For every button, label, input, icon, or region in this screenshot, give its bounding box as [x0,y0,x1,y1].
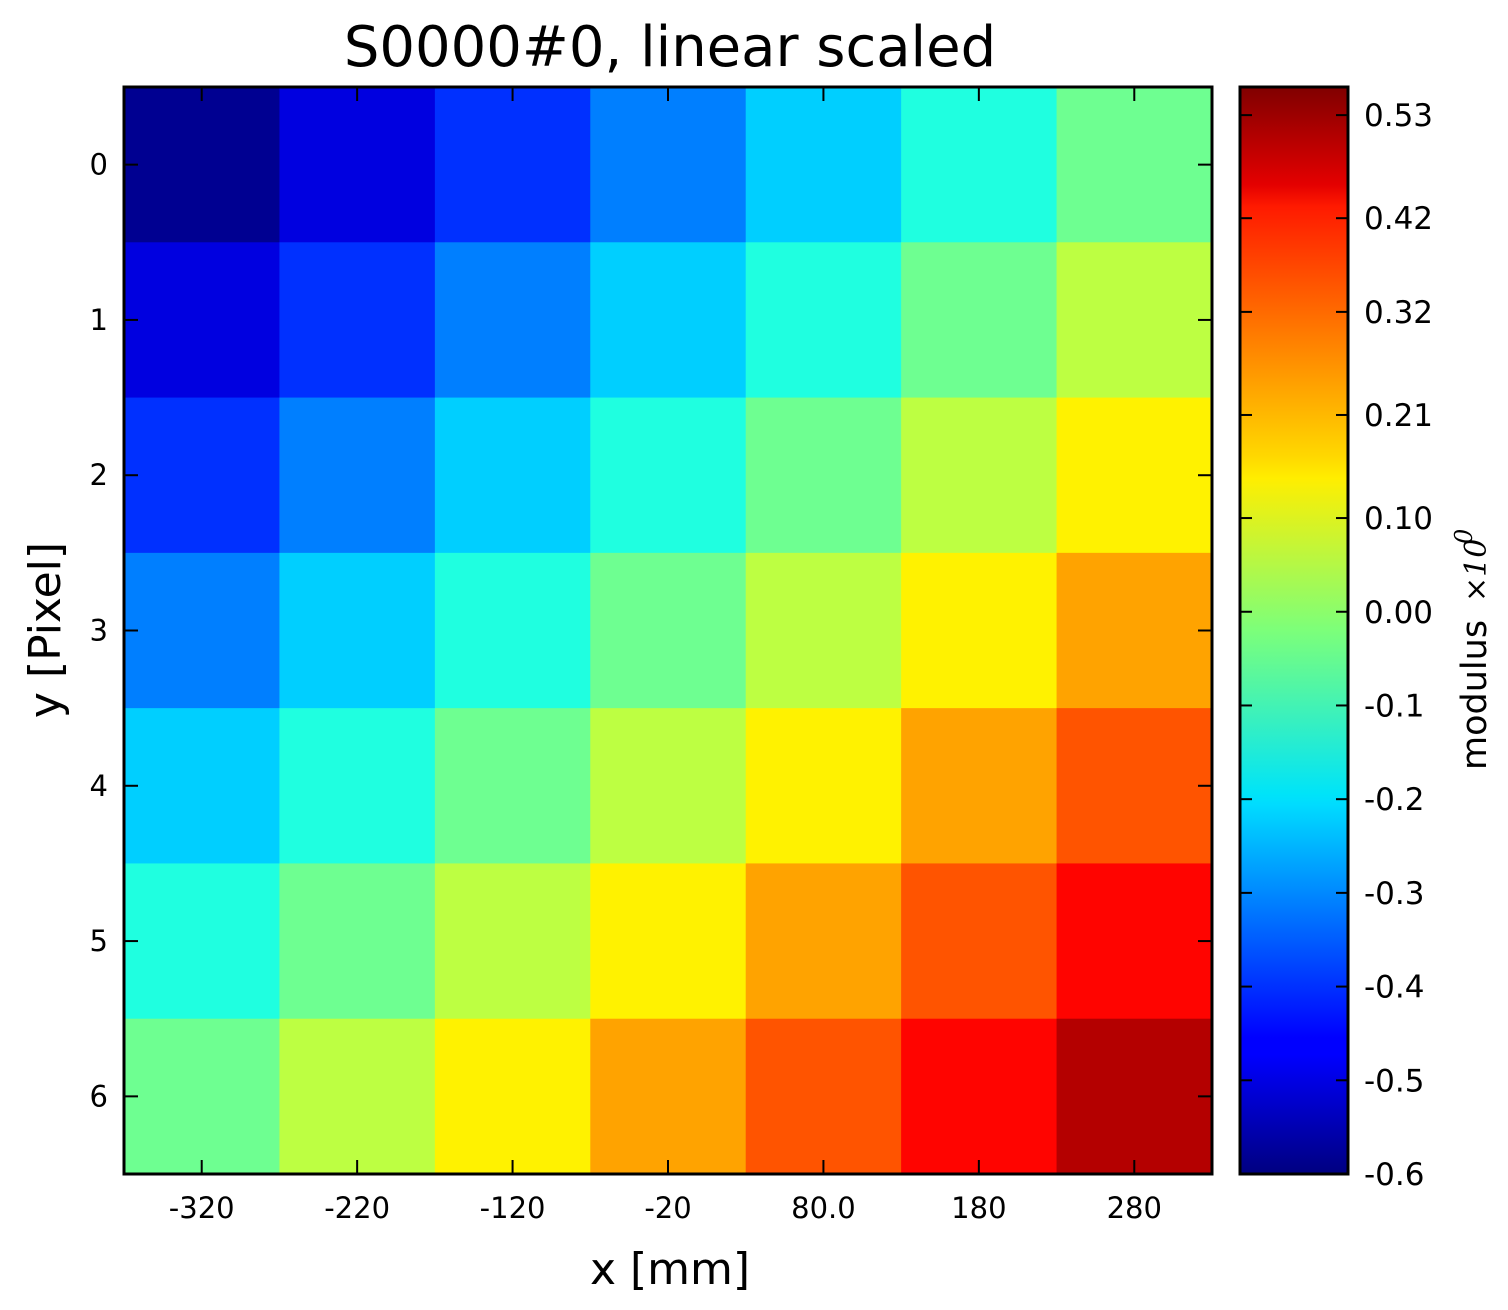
heatmap-cell-r1-c1 [279,242,436,399]
heatmap-cells [124,87,1213,1175]
x-tick-label: 280 [1107,1191,1162,1225]
heatmap-cell-r3-c0 [124,552,281,709]
colorbar-multiplier: ×10 [1459,539,1494,602]
heatmap-cell-r0-c5 [901,87,1058,243]
heatmap-cell-r4-c6 [1056,708,1213,865]
colorbar-label-group: modulus ×10 0 [1450,529,1495,770]
colorbar-tick-label: -0.3 [1364,876,1425,912]
y-tick-label: 0 [90,148,108,182]
heatmap-cell-r4-c0 [124,708,281,865]
colorbar-ticks: 0.53 0.42 0.32 0.21 0.10 0.00 -0.1 -0.2 -0.3 -0.4… [1240,98,1433,1193]
colorbar-tick-label: -0.4 [1364,970,1425,1006]
y-axis-label: y [Pixel] [20,542,71,718]
heatmap-cell-r3-c1 [279,552,436,709]
heatmap-cell-r5-c3 [590,863,747,1020]
y-tick-labels: 0 1 2 3 4 5 6 [90,148,108,1114]
colorbar-tick-label: 0.00 [1364,595,1433,631]
heatmap-cell-r6-c1 [279,1018,436,1175]
y-tick-label: 1 [90,303,108,337]
heatmap-cell-r0-c6 [1056,87,1213,243]
heatmap-cell-r0-c0 [124,87,281,243]
colorbar-tick-label: 0.21 [1364,398,1433,434]
heatmap-cell-r5-c2 [434,863,591,1020]
heatmap-cell-r0-c3 [590,87,747,243]
heatmap-cell-r6-c6 [1056,1018,1213,1175]
heatmap-cell-r3-c5 [901,552,1058,709]
colorbar-tick-label: 0.32 [1364,295,1433,331]
heatmap-cell-r5-c6 [1056,863,1213,1020]
y-tick-label: 6 [90,1079,108,1113]
colorbar [1238,85,1350,1176]
chart-title: S0000#0, linear scaled [344,15,996,80]
colorbar-tick-label: 0.42 [1364,201,1433,237]
heatmap-cell-r5-c5 [901,863,1058,1020]
axis-ticks [124,87,1212,1174]
heatmap-cell-r1-c3 [590,242,747,399]
x-axis-label: x [mm] [590,1244,750,1295]
heatmap-cell-r6-c5 [901,1018,1058,1175]
heatmap-cell-r1-c6 [1056,242,1213,399]
x-tick-label: -20 [644,1191,691,1225]
heatmap-cell-r4-c2 [434,708,591,865]
heatmap-cell-r5-c1 [279,863,436,1020]
heatmap-cell-r3-c2 [434,552,591,709]
colorbar-exponent: 0 [1450,529,1478,544]
y-tick-label: 3 [90,614,108,648]
heatmap-cell-r0-c2 [434,87,591,243]
heatmap-cell-r4-c3 [590,708,747,865]
heatmap-cell-r6-c0 [124,1018,281,1175]
heatmap-cell-r2-c6 [1056,397,1213,554]
heatmap-cell-r6-c3 [590,1018,747,1175]
y-tick-label: 5 [90,924,108,958]
colorbar-tick-label: -0.1 [1364,688,1425,724]
heatmap-cell-r5-c0 [124,863,281,1020]
x-tick-label: 80.0 [791,1191,856,1225]
y-tick-label: 4 [90,769,108,803]
heatmap-cell-r1-c5 [901,242,1058,399]
heatmap-cell-r2-c3 [590,397,747,554]
y-tick-label: 2 [90,458,108,492]
heatmap-cell-r1-c2 [434,242,591,399]
heatmap-cell-r4-c5 [901,708,1058,865]
colorbar-tick-label: 0.10 [1364,501,1433,537]
colorbar-label: modulus [1455,620,1495,770]
colorbar-tick-label: -0.6 [1364,1157,1425,1193]
heatmap-cell-r3-c6 [1056,552,1213,709]
heatmap-cell-r6-c4 [745,1018,902,1175]
heatmap-cell-r5-c4 [745,863,902,1020]
heatmap-cell-r0-c1 [279,87,436,243]
x-tick-label: 180 [951,1191,1006,1225]
heatmap-cell-r2-c4 [745,397,902,554]
x-tick-label: -120 [480,1191,546,1225]
heatmap-cell-r4-c4 [745,708,902,865]
colorbar-tick-label: 0.53 [1364,98,1433,134]
heatmap-cell-r1-c0 [124,242,281,399]
x-tick-labels: -320 -220 -120 -20 80.0 180 280 [169,1191,1162,1225]
heatmap-cell-r1-c4 [745,242,902,399]
heatmap-cell-r3-c4 [745,552,902,709]
colorbar-tick-label: -0.5 [1364,1063,1425,1099]
heatmap-cell-r2-c1 [279,397,436,554]
heatmap-cell-r2-c0 [124,397,281,554]
colorbar-tick-label: -0.2 [1364,782,1425,818]
x-tick-label: -220 [324,1191,390,1225]
x-tick-label: -320 [169,1191,235,1225]
heatmap-cell-r0-c4 [745,87,902,243]
heatmap-cell-r2-c2 [434,397,591,554]
heatmap-cell-r3-c3 [590,552,747,709]
heatmap-cell-r2-c5 [901,397,1058,554]
heatmap-cell-r4-c1 [279,708,436,865]
heatmap-cell-r6-c2 [434,1018,591,1175]
